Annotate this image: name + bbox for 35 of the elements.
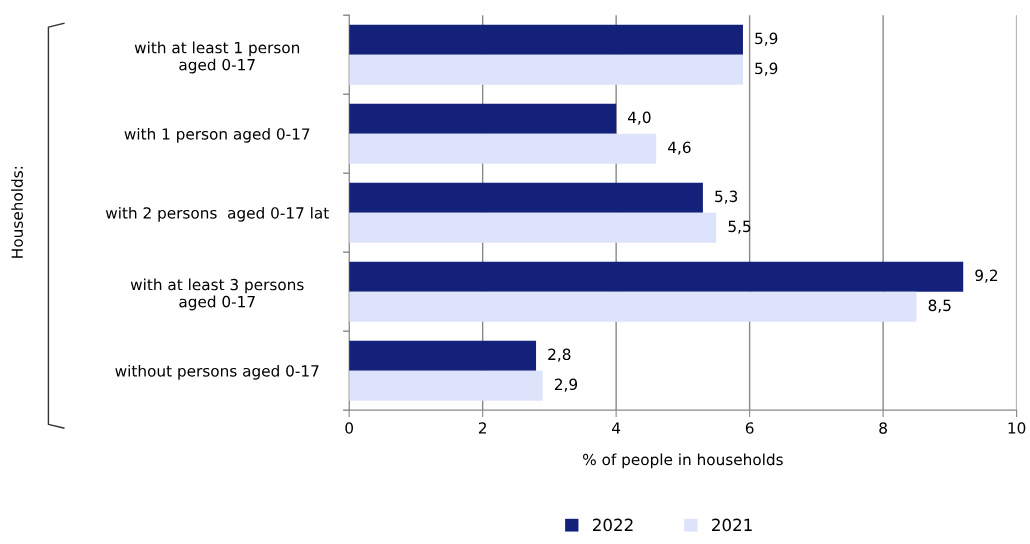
bar bbox=[349, 340, 537, 371]
data-label: 2,8 bbox=[548, 348, 571, 362]
x-tick-label: 10 bbox=[1008, 422, 1026, 434]
text: Households: bbox=[11, 166, 23, 258]
x-tick-label: 0 bbox=[345, 422, 354, 434]
x-tick-label: 8 bbox=[879, 422, 887, 434]
bar bbox=[349, 103, 617, 134]
legend-label: 2022 bbox=[593, 518, 633, 532]
data-label: 4,6 bbox=[668, 141, 691, 155]
data-label: 5,9 bbox=[755, 62, 778, 76]
legend-label: 2021 bbox=[712, 518, 752, 532]
x-tick-label: 4 bbox=[612, 422, 621, 434]
data-label: 4,0 bbox=[628, 111, 651, 125]
bar bbox=[349, 182, 703, 213]
data-label: 2,9 bbox=[554, 378, 578, 392]
data-label: 9,2 bbox=[975, 269, 998, 283]
bar bbox=[349, 133, 657, 164]
bar bbox=[349, 212, 717, 243]
bar bbox=[349, 291, 917, 322]
bar bbox=[349, 261, 964, 292]
bar bbox=[349, 54, 743, 85]
y-tick-label: with 1 person aged 0-17 bbox=[124, 127, 310, 143]
data-label: 5,3 bbox=[715, 190, 738, 204]
y-tick-label: with 2 persons aged 0-17 lat bbox=[105, 206, 329, 222]
y-tick-label: with at least 1 person aged 0-17 bbox=[134, 41, 300, 74]
x-tick-label: 6 bbox=[745, 422, 754, 434]
data-label: 5,9 bbox=[755, 32, 778, 46]
bar bbox=[349, 24, 743, 55]
x-tick-label: 2 bbox=[478, 422, 486, 434]
data-label: 8,5 bbox=[928, 299, 951, 313]
y-tick-label: with at least 3 persons aged 0-17 bbox=[130, 278, 304, 311]
y-tick-label: without persons aged 0-17 bbox=[115, 364, 319, 380]
data-label: 5,5 bbox=[728, 220, 751, 234]
x-axis-title: % of people in households bbox=[583, 453, 783, 469]
bar bbox=[349, 370, 543, 401]
